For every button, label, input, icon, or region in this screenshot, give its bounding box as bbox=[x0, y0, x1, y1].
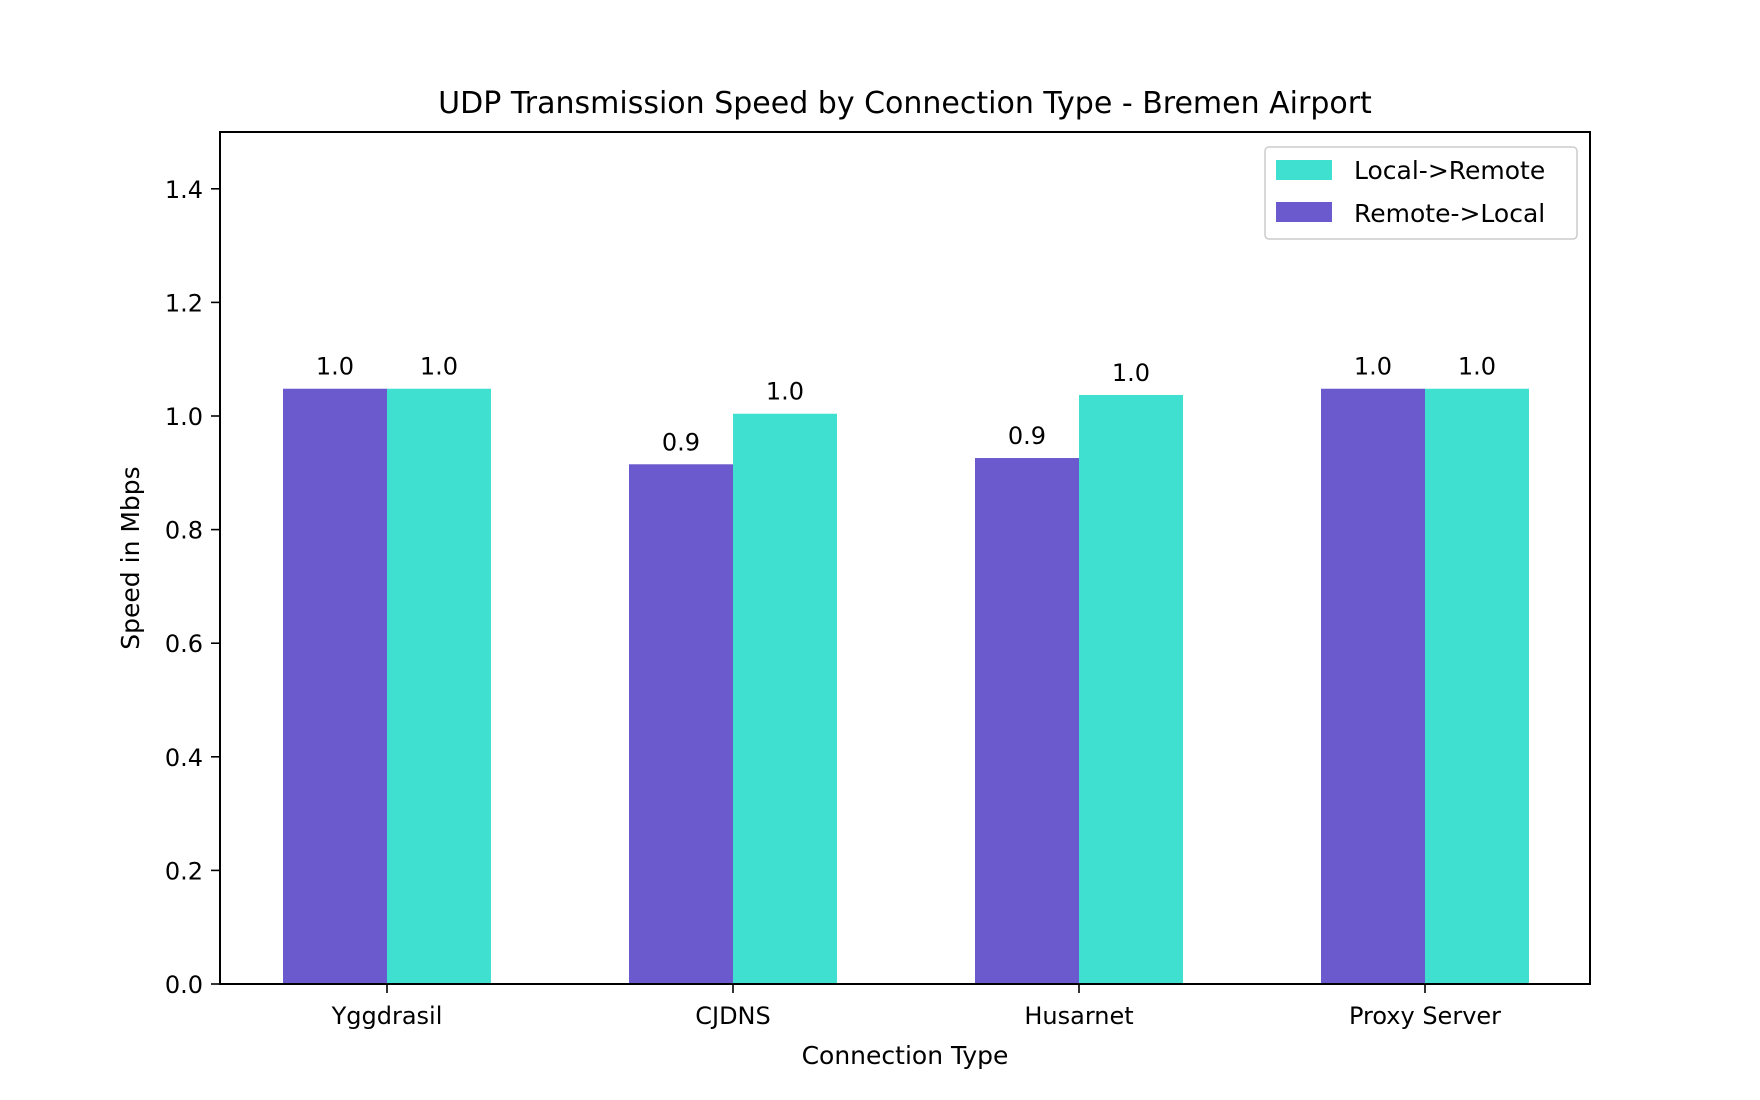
bar-remote-local-cjdns bbox=[629, 464, 733, 984]
bars-group bbox=[283, 388, 1529, 985]
value-labels-group: 1.0 0.9 0.9 1.0 1.0 1.0 1.0 1.0 bbox=[316, 353, 1496, 457]
legend-label-remote-local: Remote->Local bbox=[1354, 199, 1545, 228]
x-tick-label-yggdrasil: Yggdrasil bbox=[331, 1002, 443, 1030]
x-tick-label-proxy-server: Proxy Server bbox=[1349, 1002, 1501, 1030]
bar-local-remote-yggdrasil bbox=[387, 388, 491, 985]
legend: Local->Remote Remote->Local bbox=[1264, 146, 1578, 240]
y-tick-label: 0.6 bbox=[165, 630, 203, 658]
x-axis-label: Connection Type bbox=[802, 1041, 1009, 1070]
bar-remote-local-proxy-server bbox=[1321, 388, 1425, 985]
plot-frame bbox=[219, 131, 1591, 985]
bar-remote-local-yggdrasil bbox=[283, 388, 387, 985]
value-label-local-remote-proxy-server: 1.0 bbox=[1458, 353, 1496, 381]
y-axis-label: Speed in Mbps bbox=[116, 466, 145, 649]
bar-local-remote-husarnet bbox=[1079, 394, 1183, 984]
bar-local-remote-proxy-server bbox=[1425, 388, 1529, 985]
bar-local-remote-cjdns bbox=[733, 413, 837, 984]
x-tick-label-husarnet: Husarnet bbox=[1024, 1002, 1133, 1030]
y-axis-ticks: 0.0 0.2 0.4 0.6 0.8 1.0 1.2 1.4 bbox=[165, 176, 220, 999]
value-label-remote-local-husarnet: 0.9 bbox=[1008, 422, 1046, 450]
legend-swatch-remote-local bbox=[1276, 202, 1332, 222]
legend-swatch-local-remote bbox=[1276, 160, 1332, 180]
value-label-local-remote-cjdns: 1.0 bbox=[766, 378, 804, 406]
y-tick-label: 0.0 bbox=[165, 971, 203, 999]
value-label-remote-local-cjdns: 0.9 bbox=[662, 428, 700, 456]
bar-remote-local-husarnet bbox=[975, 458, 1079, 985]
value-label-local-remote-husarnet: 1.0 bbox=[1112, 359, 1150, 387]
y-tick-label: 0.4 bbox=[165, 744, 203, 772]
x-axis-ticks: Yggdrasil CJDNS Husarnet Proxy Server bbox=[331, 984, 1501, 1030]
legend-label-local-remote: Local->Remote bbox=[1354, 156, 1545, 185]
x-tick-label-cjdns: CJDNS bbox=[695, 1002, 771, 1030]
value-label-remote-local-proxy-server: 1.0 bbox=[1354, 353, 1392, 381]
y-tick-label: 0.2 bbox=[165, 857, 203, 885]
y-tick-label: 1.4 bbox=[165, 176, 203, 204]
value-label-remote-local-yggdrasil: 1.0 bbox=[316, 353, 354, 381]
value-label-local-remote-yggdrasil: 1.0 bbox=[420, 353, 458, 381]
y-tick-label: 0.8 bbox=[165, 517, 203, 545]
y-tick-label: 1.0 bbox=[165, 403, 203, 431]
legend-box bbox=[1264, 146, 1578, 240]
chart-title: UDP Transmission Speed by Connection Typ… bbox=[438, 86, 1372, 121]
y-tick-label: 1.2 bbox=[165, 289, 203, 317]
